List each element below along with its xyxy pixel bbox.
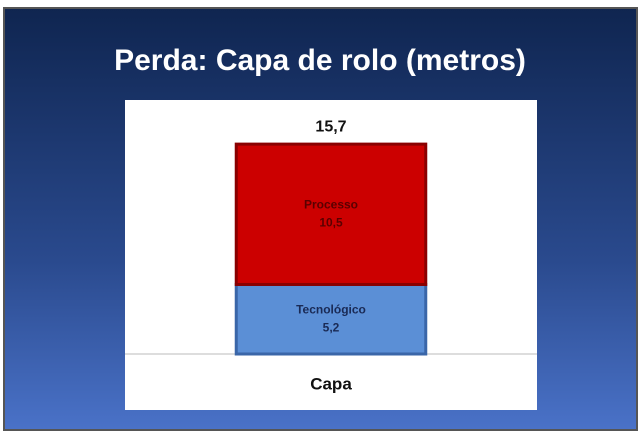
segment-name: Tecnológico (296, 302, 366, 316)
total-label: 15,7 (315, 118, 346, 135)
segment-value: 5,2 (323, 320, 340, 334)
segment-name: Processo (304, 197, 358, 211)
chart-title: Perda: Capa de rolo (metros) (114, 44, 526, 77)
segment-value: 10,5 (319, 215, 343, 229)
x-tick-label: Capa (310, 374, 352, 393)
bar-segment (234, 282, 428, 356)
bar-segment (234, 142, 428, 286)
